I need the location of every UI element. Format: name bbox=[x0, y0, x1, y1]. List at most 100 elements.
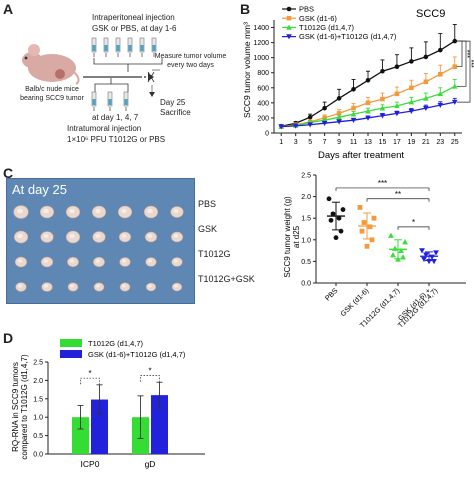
data-point bbox=[409, 85, 414, 91]
data-point bbox=[365, 108, 371, 114]
data-point bbox=[292, 123, 299, 129]
tumor-highlight bbox=[122, 284, 126, 288]
ip-injection-line1: Intraperitoneal injection bbox=[92, 13, 175, 22]
bar bbox=[151, 395, 168, 454]
rq-rna-bar-chart: RQ-RNA in SCC9 tumors compared to T1012G… bbox=[11, 339, 205, 469]
y-tick-label: 1.0 bbox=[33, 415, 43, 422]
data-point bbox=[278, 124, 285, 130]
bar bbox=[91, 399, 108, 454]
timeline-arrows-icon bbox=[83, 58, 163, 97]
tumor-highlight bbox=[173, 234, 179, 238]
x-tick-label: 5 bbox=[308, 139, 312, 146]
data-point bbox=[394, 64, 400, 70]
significance-label: ** bbox=[395, 190, 401, 199]
data-point bbox=[365, 77, 371, 83]
data-point bbox=[350, 117, 357, 123]
significance-label: * bbox=[148, 367, 151, 376]
tumor-highlight bbox=[17, 284, 23, 288]
tumor-highlight bbox=[121, 259, 127, 263]
data-point bbox=[336, 114, 342, 120]
significance-bracket bbox=[140, 375, 160, 382]
data-point bbox=[322, 105, 327, 111]
x-tick-label: 3 bbox=[294, 139, 298, 146]
data-point bbox=[438, 47, 443, 53]
legend-marker bbox=[286, 15, 292, 21]
y-tick-label: 1.0 bbox=[301, 237, 311, 244]
day25-label: Day 25 bbox=[160, 98, 186, 107]
scatter-point bbox=[340, 207, 346, 212]
data-point bbox=[423, 79, 429, 85]
chart-d-ylabel-line2: compared to T1012G (d1,4,7) bbox=[20, 354, 29, 460]
x-tick-label: 17 bbox=[393, 139, 401, 146]
tumor-highlight bbox=[147, 259, 153, 263]
significance-bracket bbox=[456, 40, 463, 68]
x-tick-label: 11 bbox=[350, 139, 357, 146]
legend-label: T1012G (d1,4,7) bbox=[299, 23, 355, 32]
significance-bracket bbox=[366, 198, 430, 202]
x-category-label: ICP0 bbox=[81, 459, 100, 469]
scatter-point bbox=[392, 245, 398, 251]
data-point bbox=[423, 105, 429, 111]
scatter-point bbox=[390, 252, 396, 258]
y-tick-label: 1200 bbox=[253, 40, 269, 47]
scatter-point bbox=[367, 224, 373, 230]
tumor-highlight bbox=[43, 234, 49, 238]
data-point bbox=[379, 113, 386, 119]
significance-bracket bbox=[456, 40, 467, 87]
scatter-point bbox=[431, 259, 437, 265]
data-point bbox=[307, 114, 313, 120]
tumor-highlight bbox=[43, 208, 49, 214]
data-point bbox=[409, 59, 414, 64]
y-tick-label: 0.5 bbox=[301, 259, 311, 266]
tumor-highlight bbox=[17, 208, 23, 214]
sacrifice-label: Sacrifice bbox=[160, 108, 191, 117]
data-point bbox=[438, 71, 443, 77]
mouse-icon bbox=[22, 44, 80, 85]
scatter-point bbox=[419, 248, 425, 254]
mouse-line2: bearing SCC9 tumor bbox=[20, 95, 84, 102]
x-category-label: GSK (d1-6) bbox=[338, 286, 370, 318]
data-point bbox=[452, 64, 458, 70]
x-tick-label: 25 bbox=[451, 139, 459, 146]
data-point bbox=[336, 111, 342, 116]
x-tick-label: 9 bbox=[337, 139, 341, 146]
data-point bbox=[307, 122, 313, 128]
x-category-label: PBS bbox=[323, 286, 340, 303]
x-tick-label: 7 bbox=[323, 139, 327, 146]
legend-label: GSK (d1-6) bbox=[299, 14, 337, 23]
tumor-photo: At day 25 bbox=[6, 178, 195, 304]
data-point bbox=[423, 54, 429, 60]
tumor-highlight bbox=[95, 234, 101, 238]
tumor-highlight bbox=[69, 208, 75, 214]
significance-label: * bbox=[88, 369, 91, 378]
tumor-highlight bbox=[95, 208, 101, 214]
data-point bbox=[394, 91, 400, 97]
scatter-point bbox=[421, 256, 427, 263]
data-point bbox=[380, 96, 385, 102]
significance-label: *** bbox=[463, 50, 470, 58]
photo-title: At day 25 bbox=[12, 182, 67, 197]
tumor-volume-line-chart: SCC9 SCC9 tumor volume mm³ Days after tr… bbox=[242, 5, 474, 161]
scatter-point bbox=[361, 220, 367, 225]
y-tick-label: 2.5 bbox=[301, 173, 311, 180]
data-point bbox=[394, 103, 400, 109]
legend-swatch bbox=[60, 350, 82, 358]
legend-swatch bbox=[60, 339, 82, 347]
y-tick-label: 0 bbox=[265, 131, 269, 138]
data-point bbox=[336, 96, 342, 101]
significance-bracket bbox=[80, 377, 100, 385]
tumor-highlight bbox=[95, 259, 101, 263]
bar bbox=[72, 417, 89, 454]
scatter-point bbox=[336, 215, 342, 221]
panel-label-b: B bbox=[240, 1, 251, 17]
row-label-t1012g: T1012G bbox=[198, 249, 231, 259]
y-tick-label: 1000 bbox=[253, 55, 269, 62]
scatter-point bbox=[423, 252, 429, 258]
data-point bbox=[452, 38, 458, 44]
syringe-row-it-icon bbox=[91, 91, 129, 111]
data-point bbox=[408, 108, 415, 114]
row-label-gsk: GSK bbox=[198, 224, 218, 234]
scatter-point bbox=[371, 215, 377, 221]
x-tick-label: 1 bbox=[279, 139, 283, 146]
data-point bbox=[321, 120, 328, 127]
